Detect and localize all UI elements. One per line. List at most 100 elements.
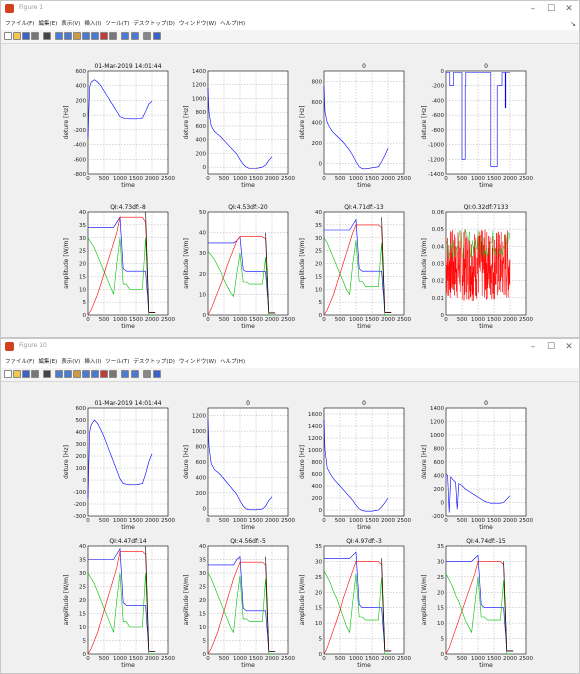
axes-box: [445, 70, 527, 175]
minimize-button[interactable]: –: [530, 342, 536, 352]
subplot: 0 500 1000 1500 2000 2500 0 5 10 15 20 25 30 35 QI:4.7…: [421, 538, 533, 669]
x-tick-label: 1500: [487, 317, 501, 323]
open-icon[interactable]: [13, 32, 21, 40]
grid-icon[interactable]: [143, 32, 151, 40]
pointer-icon[interactable]: [43, 370, 51, 378]
data-series-line: [207, 236, 276, 316]
menu-window[interactable]: ウィンドウ(W): [178, 359, 217, 365]
menu-edit[interactable]: 編集(E): [38, 359, 58, 365]
new-figure-icon[interactable]: [4, 32, 12, 40]
colorbar-icon[interactable]: [121, 370, 129, 378]
menu-desktop[interactable]: デスクトップ(D): [133, 21, 175, 27]
y-tick-label: -200: [432, 84, 445, 90]
zoom-out-icon[interactable]: [64, 32, 72, 40]
y-tick-label: 30: [437, 559, 444, 565]
x-tick-label: 2000: [381, 656, 395, 662]
data-series-line: [87, 572, 156, 655]
window-title: Figure 1: [19, 4, 44, 11]
x-tick-label: 1500: [129, 518, 143, 524]
y-tick-label: 0: [319, 162, 323, 168]
x-tick-label: 1000: [349, 656, 363, 662]
x-tick-label: 500: [219, 656, 230, 662]
x-tick-label: 500: [99, 317, 110, 323]
y-tick-label: 15: [437, 606, 444, 612]
zoom-in-icon[interactable]: [55, 370, 63, 378]
legend-icon[interactable]: [131, 370, 139, 378]
y-tick-label: 0: [203, 652, 207, 658]
colorbar-icon[interactable]: [121, 32, 129, 40]
title-bar[interactable]: Figure 10 – ☐ ✕: [1, 339, 579, 356]
y-tick-label: 25: [199, 585, 206, 591]
legend-icon[interactable]: [131, 32, 139, 40]
y-tick-label: 400: [312, 121, 323, 127]
x-tick-label: 1500: [487, 518, 501, 524]
link-icon[interactable]: [109, 32, 117, 40]
menu-tools[interactable]: ツール(T): [105, 359, 130, 365]
plot-tools-icon[interactable]: [153, 370, 161, 378]
menu-window[interactable]: ウィンドウ(W): [178, 21, 217, 27]
data-series-line: [265, 556, 276, 652]
menu-view[interactable]: 表示(V): [61, 21, 81, 27]
plot-tools-icon[interactable]: [153, 32, 161, 40]
title-bar[interactable]: Figure 1 – ☐ ✕: [1, 1, 579, 18]
pointer-icon[interactable]: [43, 32, 51, 40]
y-tick-label: -400: [74, 143, 87, 149]
menu-tools[interactable]: ツール(T): [105, 21, 130, 27]
data-cursor-icon[interactable]: [91, 370, 99, 378]
brush-icon[interactable]: [100, 32, 108, 40]
menu-insert[interactable]: 挿入(I): [84, 21, 102, 27]
data-series-line: [88, 216, 156, 313]
y-tick-label: 5: [319, 637, 323, 643]
matlab-figure-icon: [5, 342, 14, 351]
x-tick-label: 0: [322, 317, 326, 323]
x-tick-label: 1500: [249, 317, 263, 323]
y-tick-label: 10: [79, 625, 86, 631]
data-cursor-icon[interactable]: [91, 32, 99, 40]
menu-bar: ファイル(F) 編集(E) 表示(V) 挿入(I) ツール(T) デスクトップ(D) ウィン…: [1, 18, 579, 30]
pan-icon[interactable]: [73, 370, 81, 378]
menu-dock-arrow[interactable]: ↘: [570, 20, 576, 28]
pan-icon[interactable]: [73, 32, 81, 40]
menu-desktop[interactable]: デスクトップ(D): [133, 359, 175, 365]
y-tick-label: 50: [199, 210, 206, 216]
y-tick-label: 10: [437, 621, 444, 627]
x-tick-label: 1500: [129, 656, 143, 662]
zoom-out-icon[interactable]: [64, 370, 72, 378]
zoom-in-icon[interactable]: [55, 32, 63, 40]
save-icon[interactable]: [22, 370, 30, 378]
x-tick-label: 2500: [161, 656, 175, 662]
minimize-button[interactable]: –: [530, 4, 536, 14]
brush-icon[interactable]: [100, 370, 108, 378]
x-tick-label: 2500: [397, 317, 411, 323]
print-icon[interactable]: [31, 32, 39, 40]
x-tick-label: 0: [206, 518, 210, 524]
link-icon[interactable]: [109, 370, 117, 378]
rotate-icon[interactable]: [82, 370, 90, 378]
y-tick-label: 600: [196, 124, 207, 130]
y-tick-label: 800: [312, 460, 323, 466]
menu-insert[interactable]: 挿入(I): [84, 359, 102, 365]
close-button[interactable]: ✕: [565, 342, 573, 352]
close-button[interactable]: ✕: [565, 4, 573, 14]
menu-edit[interactable]: 編集(E): [38, 21, 58, 27]
menu-view[interactable]: 表示(V): [61, 359, 81, 365]
rotate-icon[interactable]: [82, 32, 90, 40]
plot-area: [87, 419, 153, 499]
print-icon[interactable]: [31, 370, 39, 378]
x-tick-label: 2500: [397, 518, 411, 524]
menu-help[interactable]: ヘルプ(H): [220, 359, 246, 365]
data-series-line: [207, 561, 276, 655]
y-tick-label: 0: [83, 113, 87, 119]
menu-file[interactable]: ファイル(F): [5, 21, 35, 27]
new-figure-icon[interactable]: [4, 370, 12, 378]
y-axis-label: amplitude [W/m]: [421, 238, 428, 289]
save-icon[interactable]: [22, 32, 30, 40]
menu-file[interactable]: ファイル(F): [5, 359, 35, 365]
menu-help[interactable]: ヘルプ(H): [220, 21, 246, 27]
open-icon[interactable]: [13, 370, 21, 378]
maximize-button[interactable]: ☐: [546, 4, 556, 14]
maximize-button[interactable]: ☐: [546, 342, 556, 352]
x-axis-label: time: [479, 323, 493, 330]
y-tick-label: 40: [79, 544, 86, 550]
grid-icon[interactable]: [143, 370, 151, 378]
